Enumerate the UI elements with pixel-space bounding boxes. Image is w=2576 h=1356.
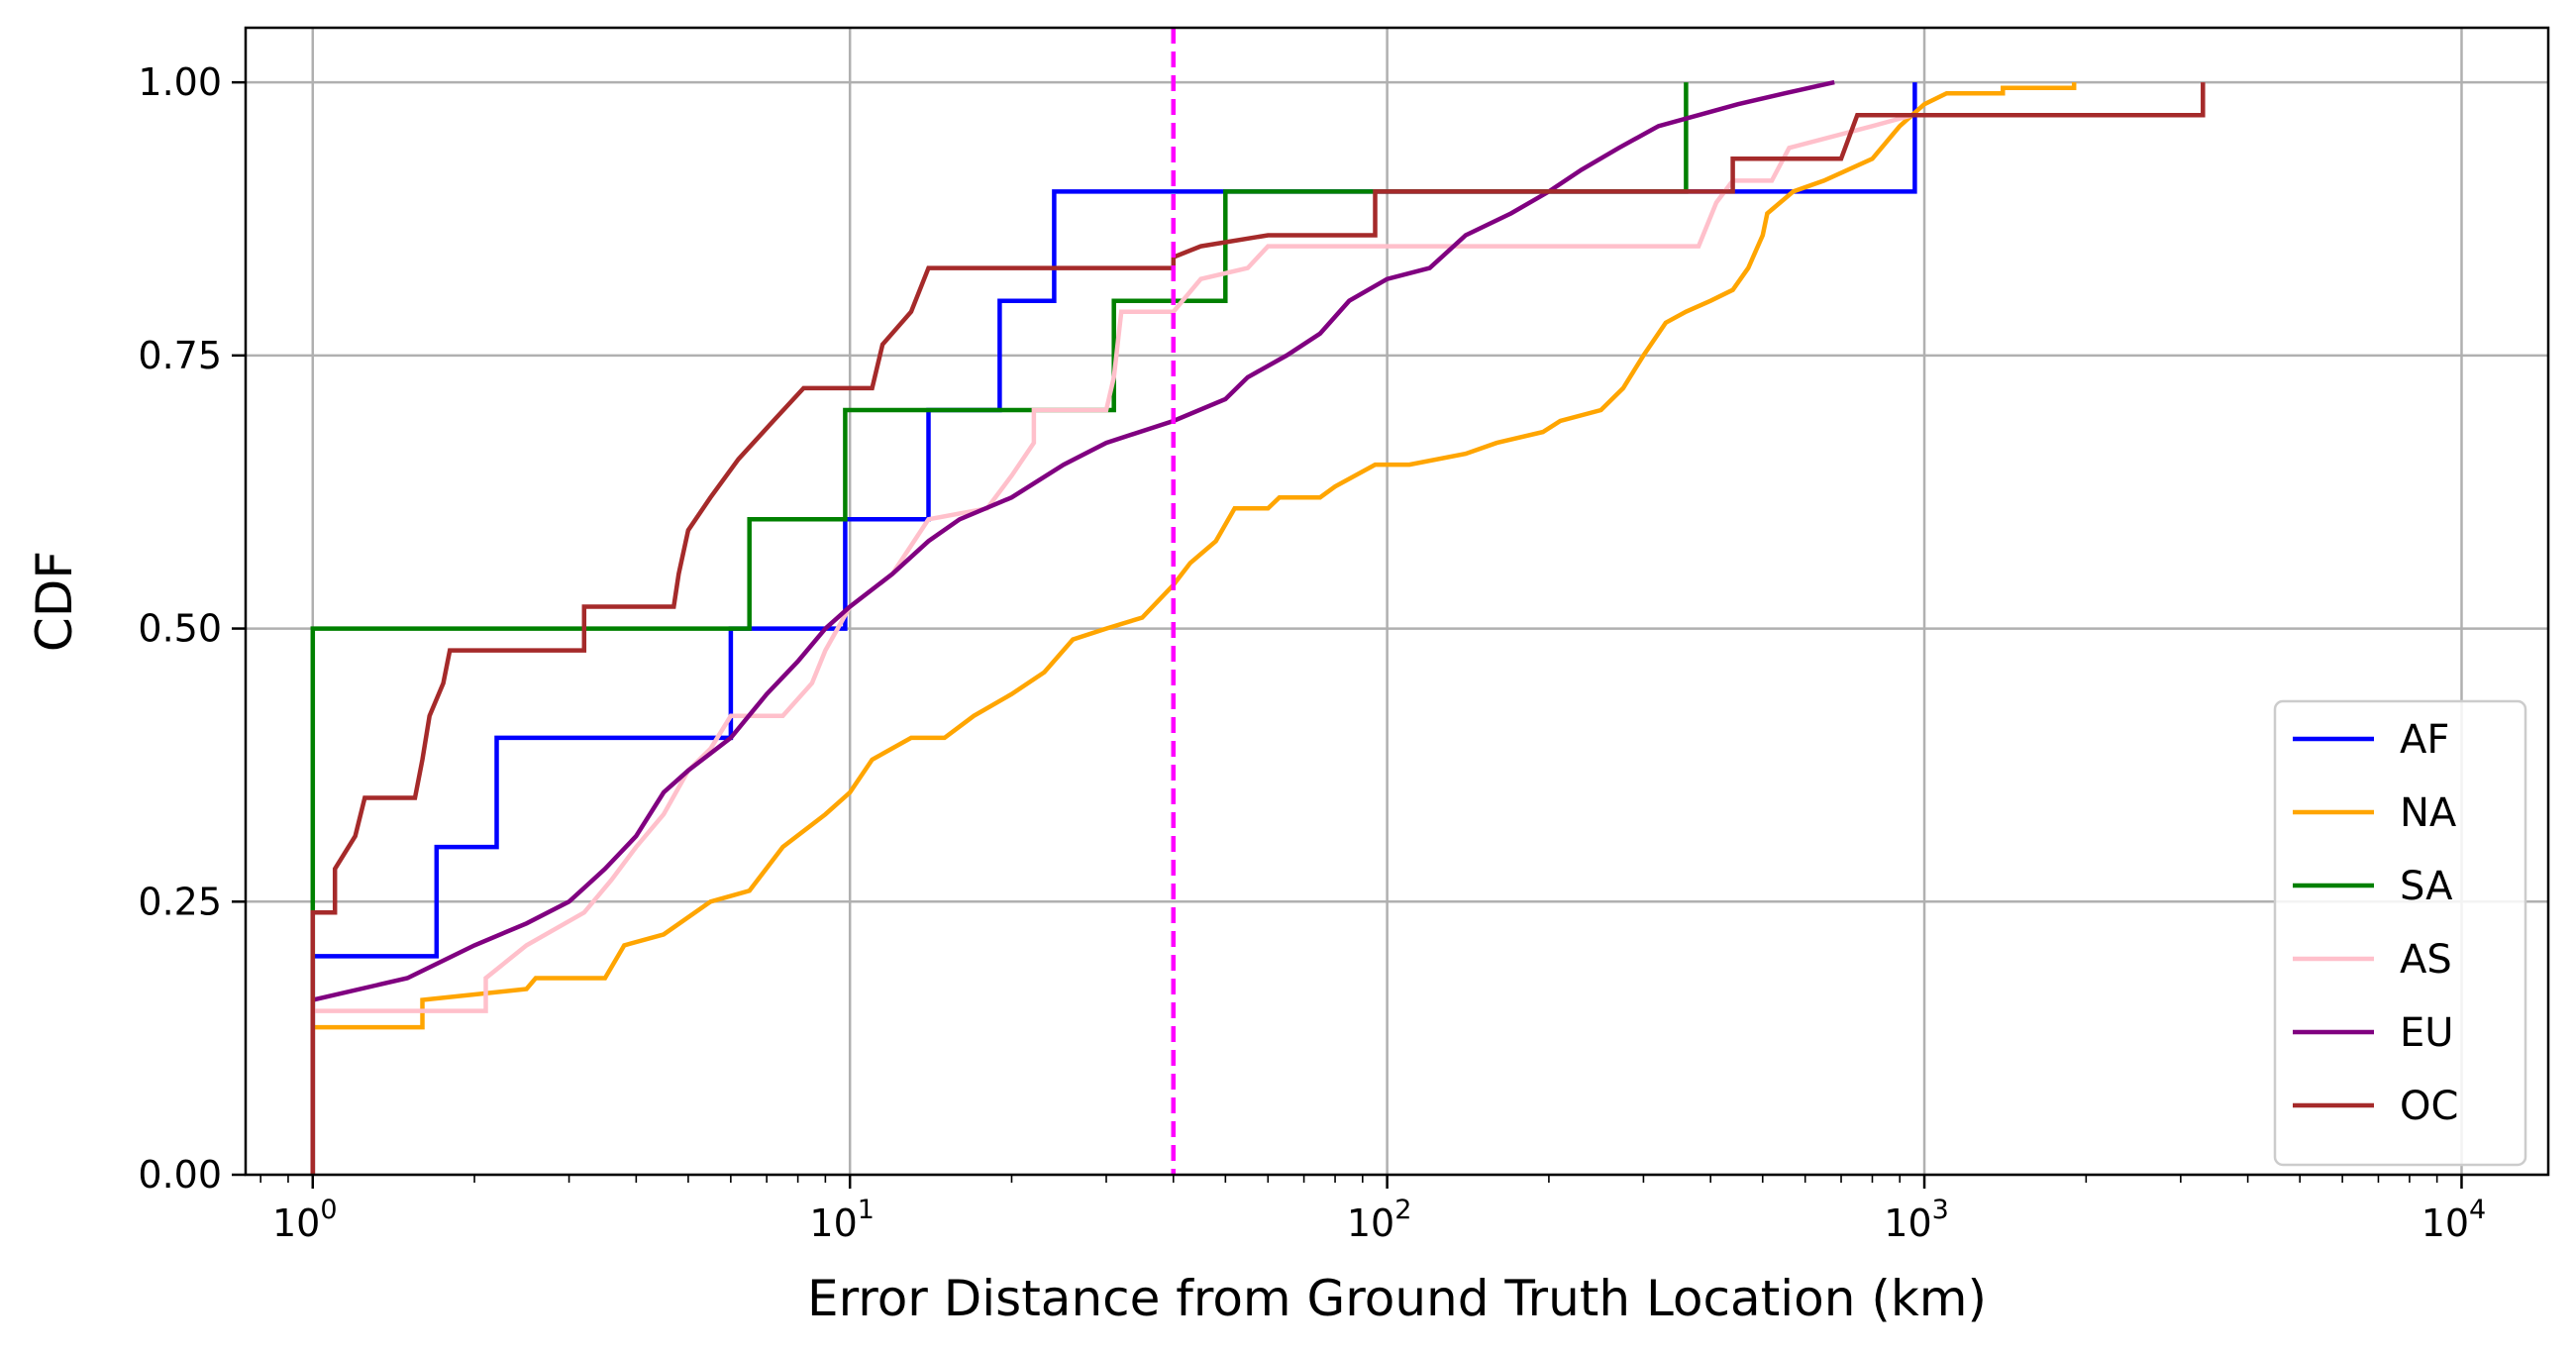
x-tick-base: 10 (2421, 1201, 2469, 1245)
x-tick-base: 10 (1347, 1201, 1394, 1245)
y-tick-label: 0.50 (138, 607, 222, 651)
series-line-as (310, 82, 2206, 1175)
axis-ticks (232, 80, 2463, 1189)
series-line-oc (310, 82, 2206, 1175)
series-line-af (310, 82, 1917, 1175)
y-tick-label: 0.00 (138, 1153, 222, 1197)
legend-label-sa: SA (2400, 864, 2453, 909)
series-lines (310, 79, 2206, 1175)
y-tick-label: 0.75 (138, 334, 222, 377)
x-tick-exponent: 3 (1932, 1195, 1949, 1225)
x-tick-label: 102 (1347, 1195, 1412, 1245)
x-tick-exponent: 0 (320, 1195, 337, 1225)
y-axis-label: CDF (26, 551, 83, 652)
y-tick-label: 0.25 (138, 880, 222, 923)
legend-label-eu: EU (2400, 1010, 2454, 1056)
legend-label-as: AS (2400, 937, 2452, 983)
series-line-sa (310, 82, 1689, 1175)
x-tick-base: 10 (272, 1201, 320, 1245)
legend: AF NA SA AS EU OC (2273, 699, 2527, 1167)
y-tick-label: 1.00 (138, 60, 222, 104)
x-axis-label: Error Distance from Ground Truth Locatio… (807, 1270, 1987, 1327)
x-tick-exponent: 1 (858, 1195, 875, 1225)
legend-label-af: AF (2400, 717, 2449, 763)
x-tick-base: 10 (809, 1201, 857, 1245)
x-tick-base: 10 (1884, 1201, 1931, 1245)
x-tick-exponent: 2 (1394, 1195, 1411, 1225)
plot-frame (244, 26, 2550, 1177)
legend-label-na: NA (2400, 790, 2457, 836)
x-tick-label: 103 (1884, 1195, 1949, 1245)
x-tick-label: 100 (272, 1195, 338, 1245)
x-tick-exponent: 4 (2469, 1195, 2486, 1225)
x-tick-label: 101 (809, 1195, 875, 1245)
x-tick-label: 104 (2421, 1195, 2487, 1245)
legend-label-oc: OC (2400, 1084, 2458, 1129)
series-line-eu (310, 79, 1835, 1175)
series-line-na (310, 82, 2077, 1175)
legend-box (2273, 699, 2527, 1167)
